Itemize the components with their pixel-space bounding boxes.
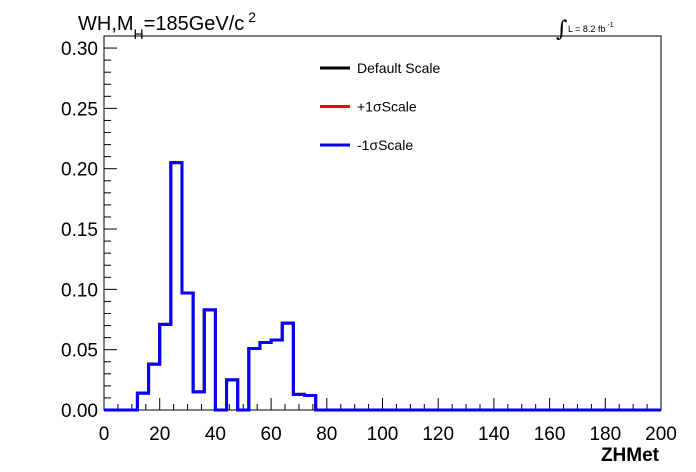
chart-title: WH,MH=185GeV/c 2	[78, 9, 256, 42]
x-tick-label: 20	[149, 424, 170, 445]
title-rest: =185GeV/c	[144, 13, 245, 35]
x-tick-label: 120	[422, 424, 454, 445]
y-tick-label: 0.10	[61, 280, 98, 301]
legend-label: -1σScale	[357, 137, 413, 153]
x-tick-label: 200	[645, 424, 677, 445]
x-tick-label: 40	[205, 424, 226, 445]
x-tick-label: 100	[367, 424, 399, 445]
lumi-label: L = 8.2 fb -1	[568, 22, 614, 34]
lumi-superscript: -1	[607, 22, 613, 29]
legend-label: Default Scale	[357, 60, 440, 76]
x-tick-label: 160	[534, 424, 566, 445]
series-line	[104, 161, 661, 412]
title-superscript: 2	[248, 9, 256, 25]
x-tick-label: 0	[99, 424, 110, 445]
legend: Default Scale +1σScale -1σScale	[320, 60, 440, 153]
x-tick-label: 60	[261, 424, 282, 445]
x-tick-label: 140	[478, 424, 510, 445]
y-tick-label: 0.30	[61, 39, 98, 60]
title-subscript: H	[134, 26, 144, 42]
integral-sign: ∫	[556, 17, 568, 42]
x-tick-label: 180	[589, 424, 621, 445]
x-axis-label: ZHMet	[601, 445, 660, 466]
histogram-series	[104, 161, 661, 412]
title-main: WH,M	[78, 13, 134, 35]
lumi-text: L = 8.2 fb	[568, 24, 605, 34]
y-tick-label: 0.05	[61, 341, 98, 362]
x-tick-label: 80	[316, 424, 337, 445]
y-tick-label: 0.15	[61, 220, 98, 241]
y-tick-label: 0.25	[61, 99, 98, 120]
legend-label: +1σScale	[357, 99, 417, 115]
axes: 0.00 0.05 0.10 0.15 0.20 0.25 0.30 0 20 40 60 80 100…	[61, 39, 677, 445]
y-tick-label: 0.00	[61, 401, 98, 422]
y-tick-label: 0.20	[61, 160, 98, 181]
